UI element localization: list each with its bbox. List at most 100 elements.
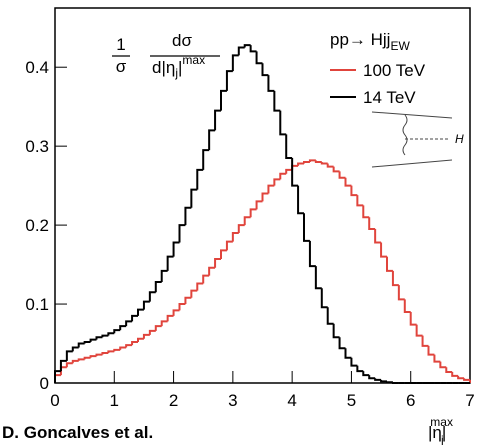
y-axis-label: 1 σ dσ d|ηj|max (112, 31, 220, 80)
histogram-step (148, 329, 156, 335)
histogram-step (231, 54, 239, 72)
histogram-step (54, 370, 61, 383)
histogram-step (427, 345, 435, 356)
histogram-step (190, 188, 198, 208)
histogram-step (249, 208, 257, 218)
x-tick-label: 6 (406, 391, 415, 410)
histogram-step (279, 110, 287, 136)
histogram-step (261, 192, 269, 202)
y-label-part: 1 (116, 35, 125, 54)
histogram-step (255, 200, 263, 210)
y-label-part: j (174, 66, 178, 80)
histogram-step (243, 216, 251, 226)
legend-label: 100 TeV (363, 61, 426, 80)
histogram-step (202, 274, 210, 284)
x-label-part: |η| (428, 423, 446, 442)
histogram-step (273, 90, 281, 112)
legend-title-part: pp→ Hjj (330, 30, 390, 49)
y-tick-label: 0.1 (25, 295, 49, 314)
x-tick-label: 7 (465, 391, 474, 410)
histogram-step (137, 337, 144, 342)
histogram-step (320, 161, 328, 165)
histogram-step (237, 46, 245, 56)
histogram-step (142, 300, 150, 310)
histogram-step (225, 240, 233, 251)
histogram-step (332, 323, 340, 339)
histogram-step (350, 357, 358, 367)
y-label-part: d|ηj|max (152, 53, 205, 80)
histogram-step (374, 378, 382, 381)
histogram-step (451, 371, 459, 377)
x-tick-label: 5 (347, 391, 356, 410)
histogram-step (113, 348, 121, 352)
y-label-part: dσ (172, 31, 192, 50)
histogram-step (71, 346, 79, 352)
histogram-step (403, 299, 411, 313)
x-tick-label: 3 (228, 391, 237, 410)
histogram-step (220, 249, 227, 260)
histogram-step (273, 178, 281, 186)
histogram-step (190, 289, 198, 298)
y-label-part: σ (116, 57, 127, 76)
legend-title-part: EW (390, 39, 410, 53)
y-label-part: max (182, 53, 205, 67)
x-tick-label: 4 (287, 391, 296, 410)
histogram-step (308, 240, 316, 268)
footer: D. Goncalves et al. (2, 423, 153, 442)
histogram-step (243, 44, 251, 48)
histogram-step (320, 288, 328, 309)
histogram-step (125, 320, 133, 327)
histogram-step (160, 320, 168, 327)
histogram-step (308, 159, 316, 162)
histogram-step (119, 325, 127, 331)
x-axis-label: |η|max (428, 415, 453, 442)
y-tick-label: 0.2 (25, 216, 49, 235)
histogram-step (267, 75, 275, 92)
x-label-part: j (440, 433, 444, 445)
histogram-step (142, 333, 150, 339)
y-label-part: d|η (152, 58, 175, 77)
histogram-step (119, 346, 127, 350)
histogram-step (314, 160, 322, 163)
histogram-step (196, 282, 204, 291)
histogram-step (131, 314, 138, 322)
histogram-step (172, 241, 180, 257)
histogram-step (338, 337, 346, 350)
y-label-part: | (178, 58, 182, 77)
histogram-step (225, 70, 233, 91)
histogram-step (77, 358, 85, 361)
histogram-step (131, 340, 138, 346)
histogram-step (214, 258, 221, 268)
histogram-step (350, 185, 358, 197)
histogram-step (154, 280, 162, 293)
histogram-step (291, 158, 299, 187)
legend-title: pp→ HjjEW (330, 30, 410, 53)
histogram-step (457, 375, 465, 380)
histogram-step (231, 232, 239, 242)
plot-frame (54, 7, 471, 384)
histogram-step (184, 206, 192, 226)
histogram-step (95, 336, 103, 340)
x-tick-label: 0 (50, 391, 59, 410)
histogram-step (95, 353, 103, 357)
histogram-step (89, 338, 97, 342)
histogram-step (71, 359, 79, 364)
feynman-diagram (371, 111, 453, 168)
histogram-step (59, 359, 67, 372)
histogram-step (297, 185, 304, 215)
histogram-step (178, 224, 186, 243)
histogram-step (409, 311, 417, 326)
histogram-step (386, 256, 393, 272)
histogram-step (344, 177, 352, 187)
histogram-step (338, 171, 346, 179)
histogram-step (77, 342, 85, 348)
histogram-step (326, 163, 334, 168)
x-label-part: max (430, 415, 453, 429)
histogram-step (445, 367, 453, 373)
histogram-step (89, 355, 97, 358)
quark-line (371, 111, 453, 119)
histogram-step (362, 205, 370, 219)
quark-line (371, 159, 453, 168)
x-tick-label: 2 (169, 391, 178, 410)
histogram-step (83, 356, 91, 360)
